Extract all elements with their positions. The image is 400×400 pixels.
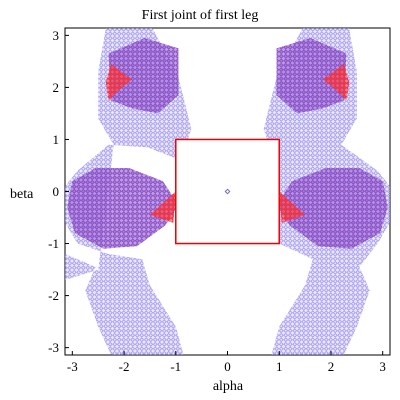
x-tick-label: -2	[119, 359, 130, 374]
x-tick-label: 3	[379, 359, 386, 374]
overlap-region-1	[276, 38, 347, 114]
chart-title: First joint of first leg	[142, 8, 259, 23]
axis-ticks: -3 -2 -1 0 1 2 3 3 2 1 0 -1 -2 -3	[48, 28, 386, 374]
y-tick-label: 0	[53, 184, 60, 199]
x-tick-label: -3	[67, 359, 78, 374]
y-tick-label: 3	[53, 28, 60, 43]
overlay-layer	[105, 64, 350, 245]
y-axis-label: beta	[10, 187, 34, 202]
x-tick-label: 0	[224, 359, 231, 374]
y-tick-label: -2	[48, 288, 59, 303]
singular-region-top-0	[105, 64, 132, 101]
y-tick-label: 2	[53, 80, 60, 95]
y-tick-label: -1	[48, 236, 59, 251]
singular-region-top-3	[279, 191, 306, 223]
origin-point	[224, 188, 231, 195]
unit-box-outline	[175, 138, 280, 245]
overlap-region-0	[108, 38, 179, 114]
x-tick-label: 2	[328, 359, 335, 374]
y-tick-label: -3	[48, 340, 59, 355]
x-tick-label: 1	[276, 359, 283, 374]
singular-region-top-2	[149, 191, 176, 223]
x-tick-label: -1	[170, 359, 181, 374]
overlap-region-3	[276, 168, 388, 249]
singular-region-top-1	[323, 64, 350, 101]
x-axis-label: alpha	[213, 379, 244, 394]
overlap-region-2	[67, 168, 179, 249]
y-tick-label: 1	[53, 132, 60, 147]
